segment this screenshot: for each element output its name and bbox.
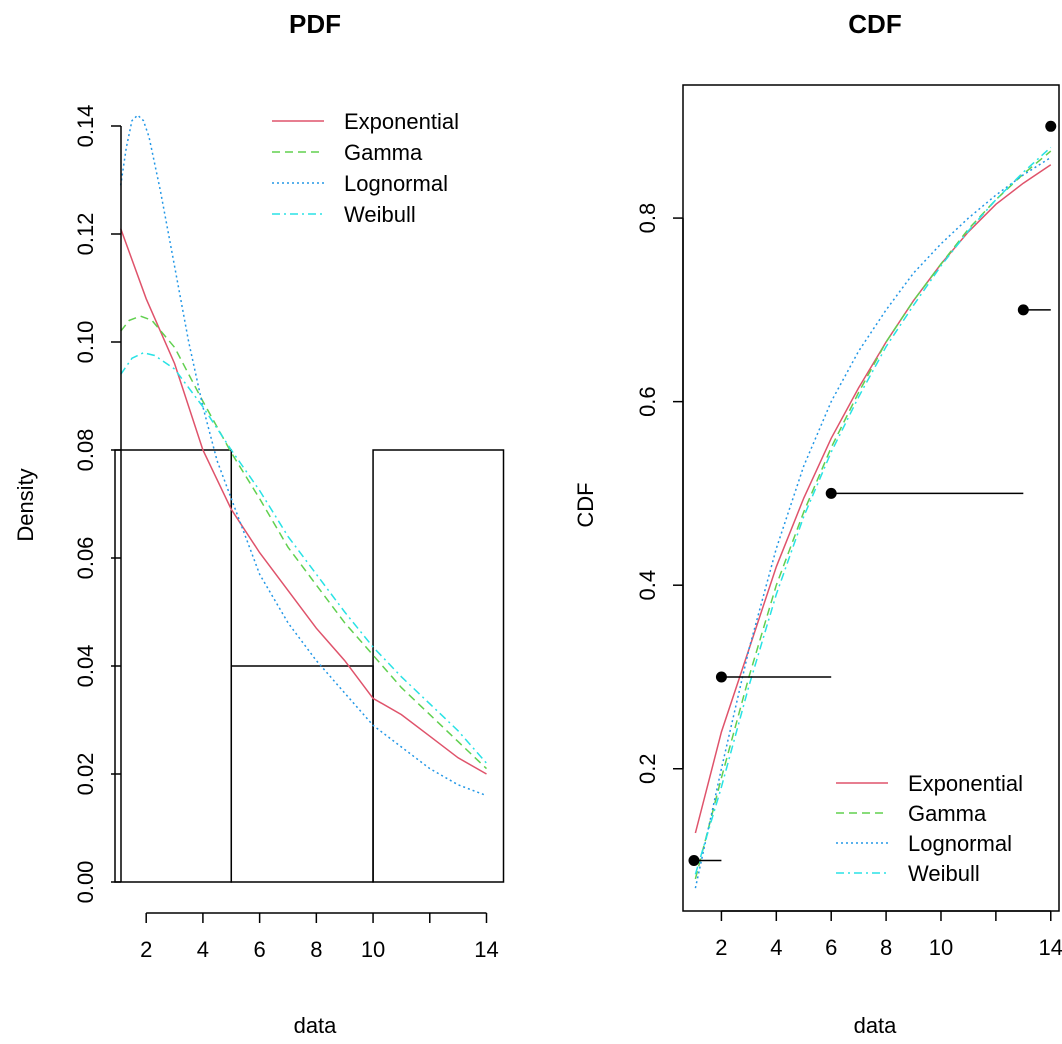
cdf-x-axis-label: data (854, 1013, 898, 1038)
ecdf-point (715, 671, 727, 683)
cdf-title: CDF (848, 9, 901, 39)
cdf-y-axis: 0.2 0.4 0.6 0.8 (635, 203, 684, 784)
ecdf-point (825, 487, 837, 499)
x-tick-label: 6 (825, 935, 837, 960)
x-tick-label: 14 (1039, 935, 1062, 960)
y-tick-label: 0.04 (73, 645, 98, 688)
legend-label: Exponential (908, 771, 1023, 796)
y-tick-label: 0.00 (73, 861, 98, 904)
histogram-bar (114, 449, 233, 883)
series-line-weibull (120, 352, 488, 764)
pdf-y-axis-label: Density (13, 468, 38, 541)
legend-label: Lognormal (344, 171, 448, 196)
x-tick-label: 8 (310, 937, 322, 962)
x-tick-label: 10 (361, 937, 385, 962)
x-tick-label: 10 (929, 935, 953, 960)
series-line-gamma (120, 315, 488, 770)
pdf-legend: Exponential Gamma Lognormal Weibull (272, 109, 459, 227)
legend-label: Gamma (908, 801, 987, 826)
y-tick-label: 0.8 (635, 203, 660, 234)
series-line-weibull (694, 146, 1052, 875)
pdf-title: PDF (289, 9, 341, 39)
x-tick-label: 14 (474, 937, 498, 962)
y-tick-label: 0.02 (73, 753, 98, 796)
cdf-plot-area (688, 120, 1057, 889)
pdf-x-axis-label: data (294, 1013, 338, 1038)
legend-label: Lognormal (908, 831, 1012, 856)
series-line-gamma (694, 150, 1052, 880)
x-tick-label: 6 (254, 937, 266, 962)
x-tick-label: 8 (880, 935, 892, 960)
y-tick-label: 0.12 (73, 213, 98, 256)
series-line-lognormal (119, 114, 487, 797)
ecdf-point (1045, 120, 1057, 132)
ecdf-point (688, 855, 700, 867)
ecdf-point (1017, 304, 1029, 316)
y-tick-label: 0.08 (73, 429, 98, 472)
y-tick-label: 0.6 (635, 386, 660, 417)
legend-label: Exponential (344, 109, 459, 134)
cdf-y-axis-label: CDF (573, 482, 598, 527)
cdf-x-axis: 2 4 6 8 10 14 (715, 910, 1062, 960)
series-line-exponential (694, 164, 1052, 834)
x-tick-label: 2 (140, 937, 152, 962)
series-line-lognormal (694, 156, 1052, 889)
legend-label: Weibull (908, 861, 980, 886)
cdf-panel: CDF 2 4 6 8 10 14 0.2 0.4 0.6 0.8 data CDF Expon… (573, 9, 1062, 1038)
x-tick-label: 2 (715, 935, 727, 960)
y-tick-label: 0.2 (635, 753, 660, 784)
x-tick-label: 4 (197, 937, 209, 962)
pdf-panel: PDF 2 4 6 8 10 14 0.00 0.02 0.04 0.06 0.08 0.10 0.1… (13, 9, 505, 1038)
histogram-bar (230, 665, 374, 883)
pdf-y-axis: 0.00 0.02 0.04 0.06 0.08 0.10 0.12 0.14 (73, 105, 122, 904)
pdf-x-axis: 2 4 6 8 10 14 (140, 912, 499, 962)
pdf-plot-area (114, 114, 505, 883)
histogram-bar (372, 449, 505, 883)
y-tick-label: 0.10 (73, 321, 98, 364)
y-tick-label: 0.4 (635, 570, 660, 601)
y-tick-label: 0.14 (73, 105, 98, 148)
y-tick-label: 0.06 (73, 537, 98, 580)
x-tick-label: 4 (770, 935, 782, 960)
legend-label: Weibull (344, 202, 416, 227)
legend-label: Gamma (344, 140, 423, 165)
series-line-exponential (119, 228, 487, 775)
cdf-legend: Exponential Gamma Lognormal Weibull (836, 771, 1023, 886)
